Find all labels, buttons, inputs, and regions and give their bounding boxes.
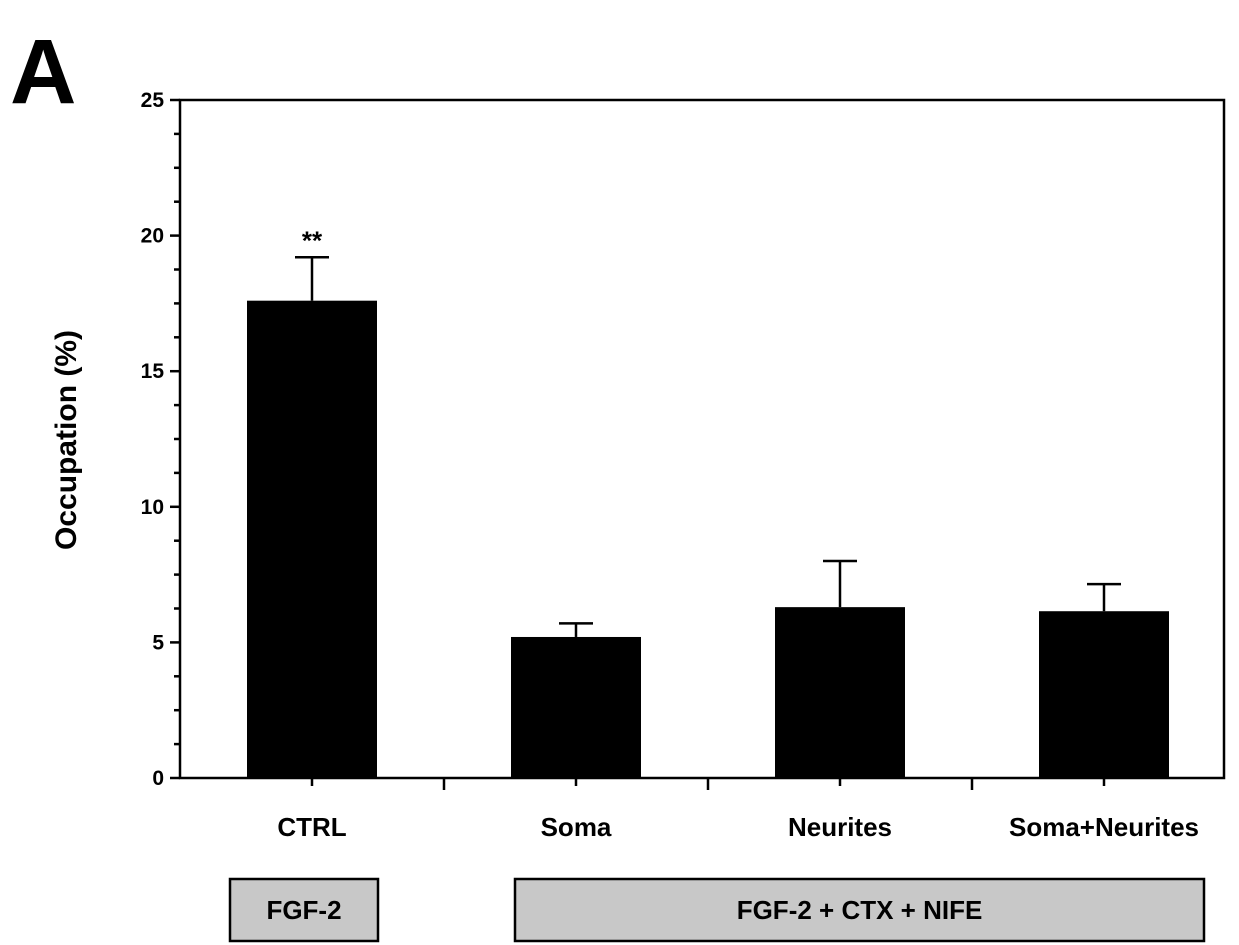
category-label: CTRL <box>277 812 346 842</box>
bar-neurites <box>775 607 905 778</box>
group-box: FGF-2 + CTX + NIFE <box>513 877 1206 943</box>
y-tick-label: 15 <box>141 360 165 383</box>
group-box-rect <box>228 877 380 943</box>
y-axis-title: Occupation (%) <box>50 330 83 550</box>
group-box-rect <box>513 877 1206 943</box>
error-bar <box>559 622 593 637</box>
annotations: ** <box>302 225 323 255</box>
bar-ctrl <box>247 300 377 778</box>
y-tick-label: 0 <box>152 767 164 790</box>
y-tick-label: 20 <box>141 225 164 248</box>
x-axis <box>310 778 1106 790</box>
y-axis: 0 5 10 15 20 25 <box>141 89 180 790</box>
group-boxes: FGF-2 FGF-2 + CTX + NIFE <box>228 877 1206 943</box>
group-box-label: FGF-2 + CTX + NIFE <box>737 895 983 925</box>
y-tick-label: 25 <box>141 89 165 112</box>
panel-letter: A <box>10 21 76 123</box>
y-tick-label: 10 <box>141 496 164 519</box>
category-label: Soma <box>541 812 612 842</box>
category-label: Neurites <box>788 812 892 842</box>
bars <box>247 300 1169 778</box>
error-bar <box>823 559 857 608</box>
y-tick-label: 5 <box>152 631 164 654</box>
error-bar <box>295 256 329 301</box>
category-labels: CTRL Soma Neurites Soma+Neurites <box>277 812 1199 842</box>
bar-soma-neurites <box>1039 611 1169 778</box>
error-bars <box>295 256 1121 637</box>
error-bar <box>1087 582 1121 612</box>
group-box-label: FGF-2 <box>266 895 341 925</box>
bar-soma <box>511 636 641 778</box>
category-label: Soma+Neurites <box>1009 812 1199 842</box>
group-box: FGF-2 <box>228 877 380 943</box>
significance-marker: ** <box>302 225 323 255</box>
